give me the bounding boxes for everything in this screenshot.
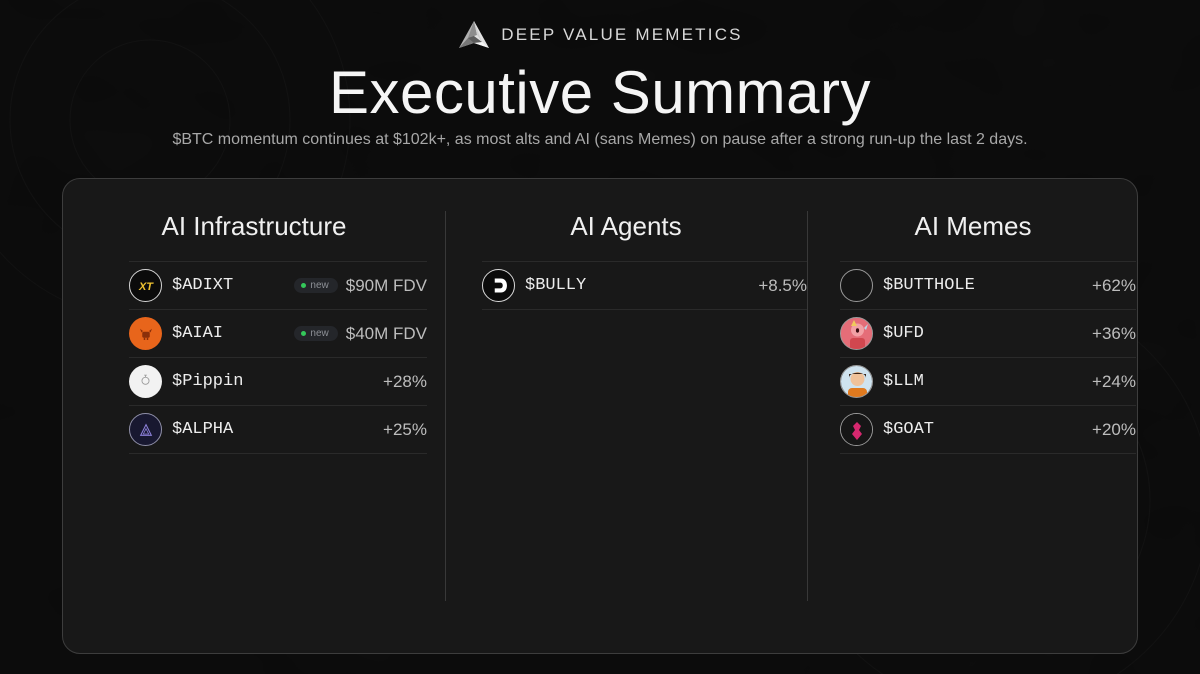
svg-text:XT: XT (137, 281, 153, 293)
